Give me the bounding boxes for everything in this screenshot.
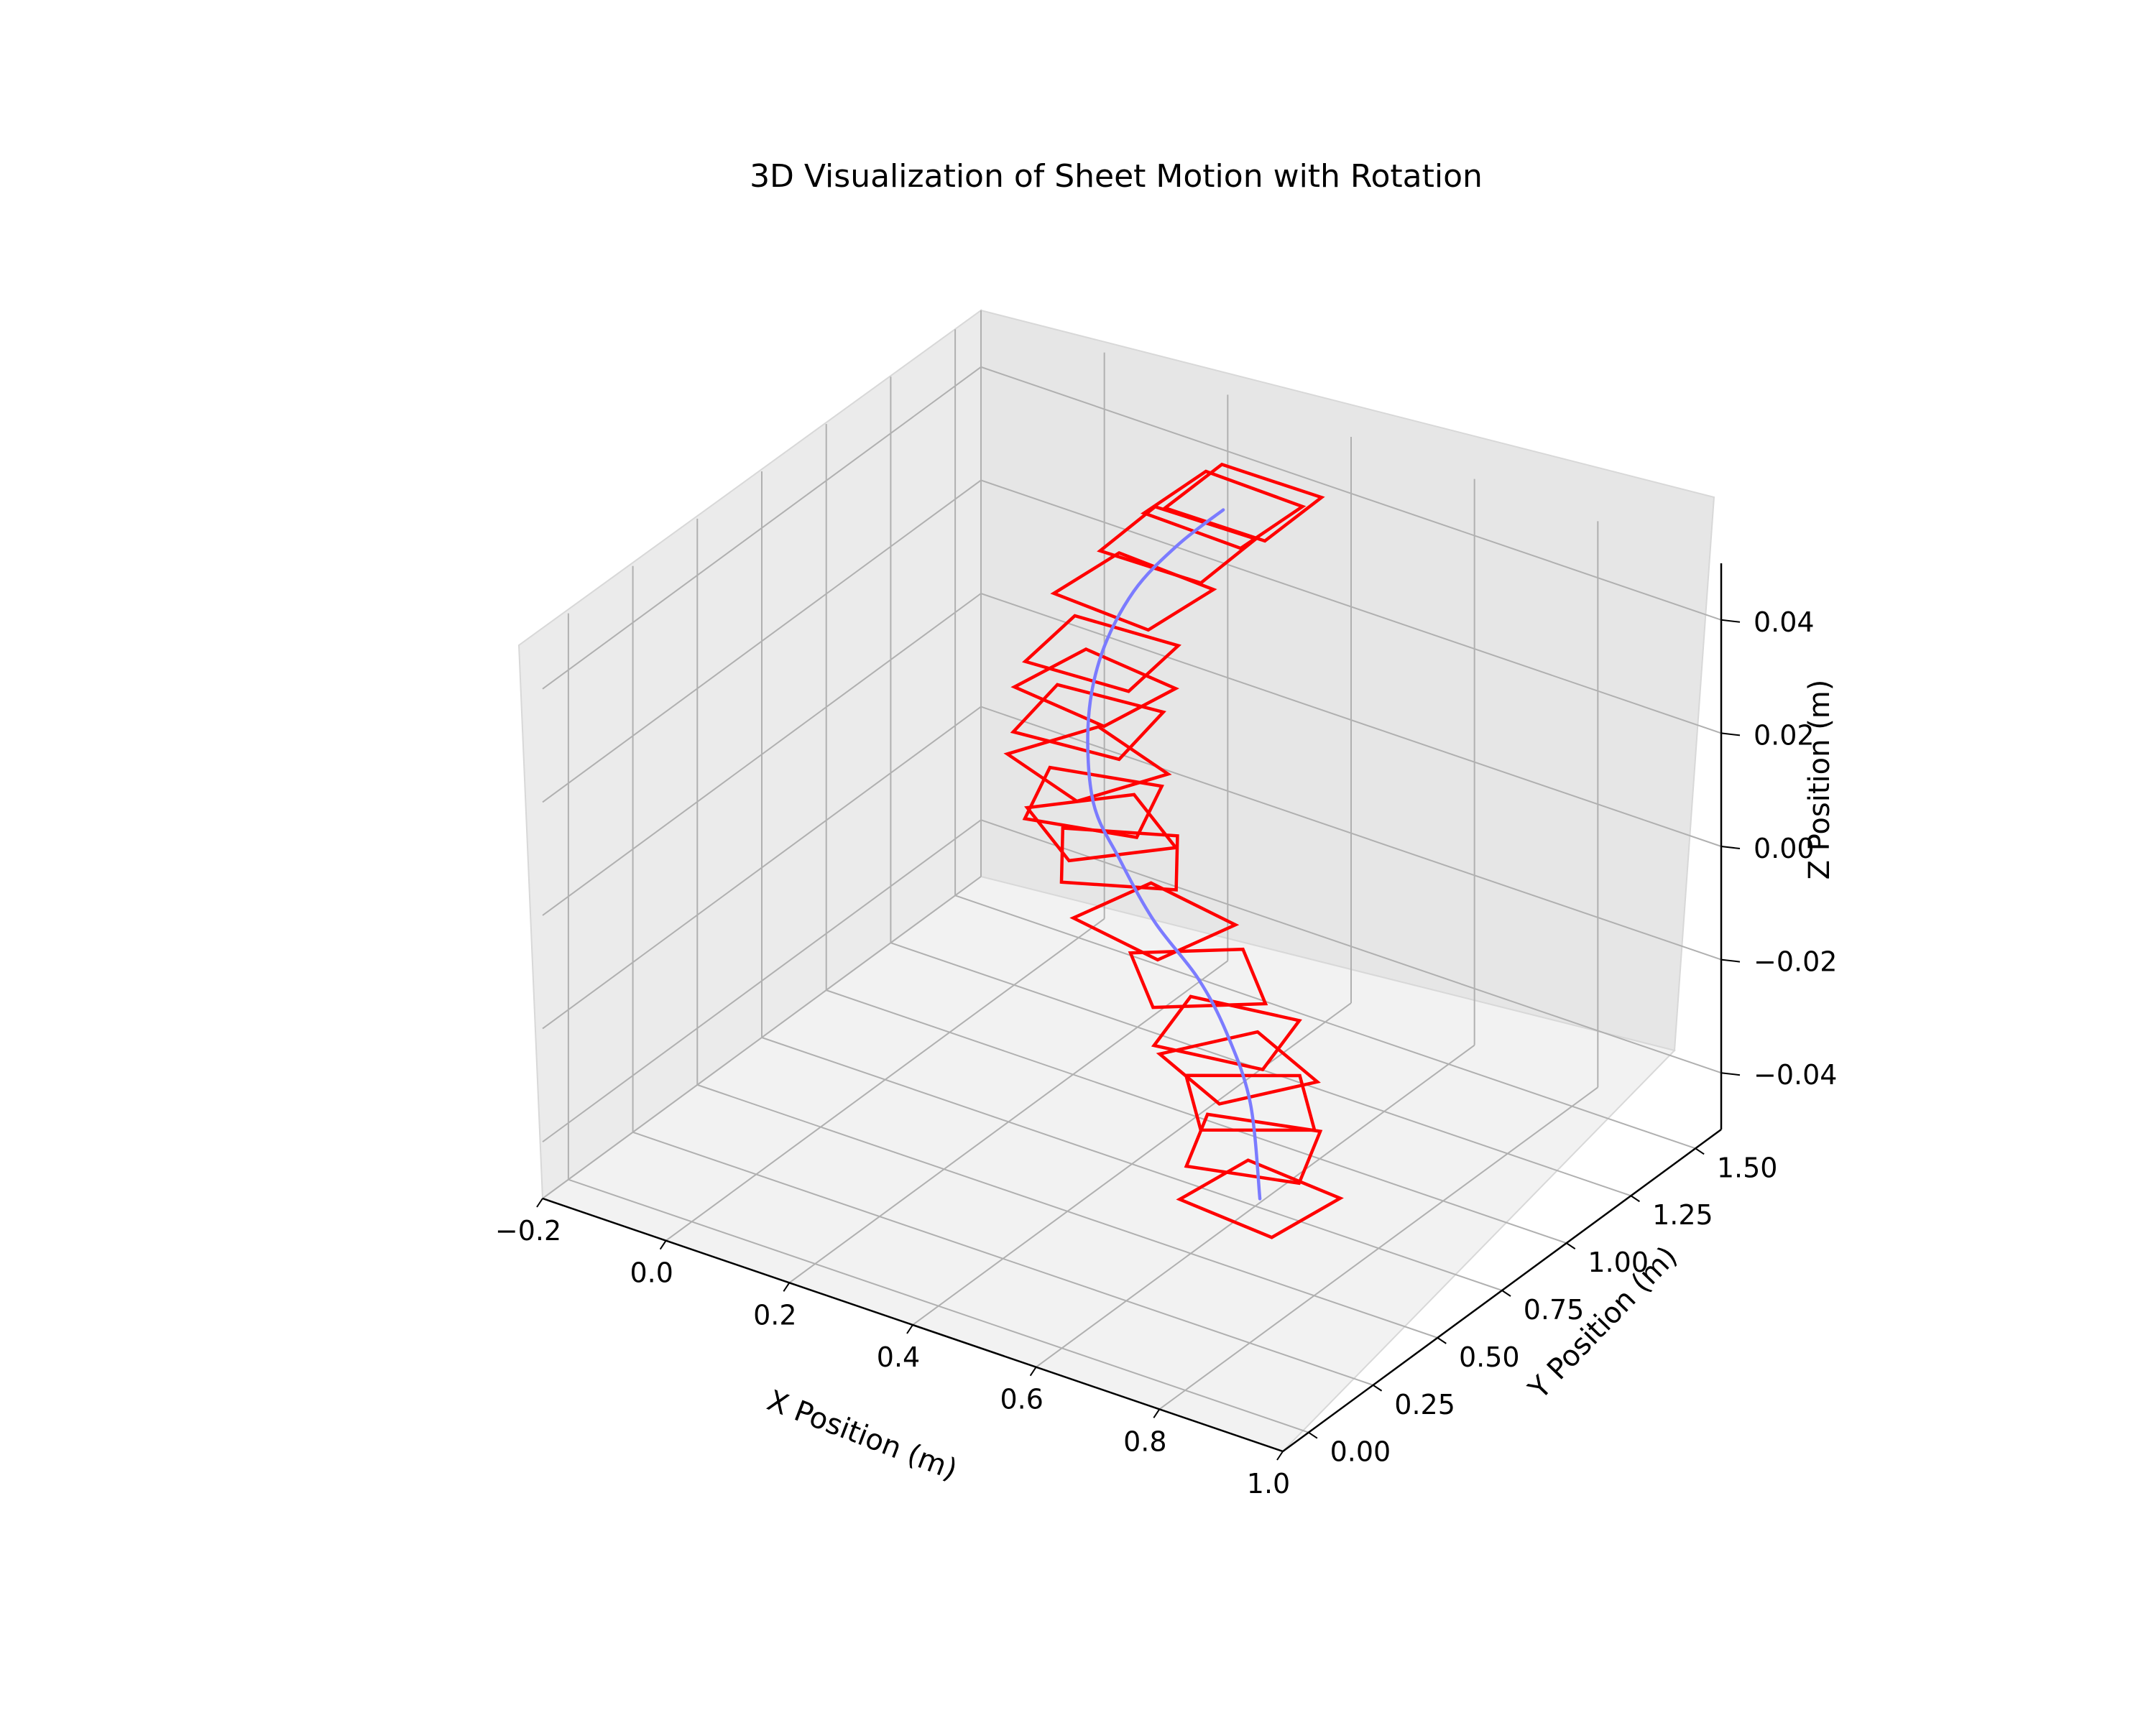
sheet-outlines [1003,462,1344,1239]
x-tick-mark [1276,1451,1284,1461]
z-axis-label: Z Position (m) [1803,680,1836,880]
grid-line-z [542,592,1722,916]
z-tick-label: −0.02 [1754,946,1837,978]
grid-line-y-floor [568,1178,1309,1433]
y-tick-label: 1.50 [1717,1152,1778,1183]
grid-line-z [542,706,1722,1030]
y-tick-label: 0.50 [1459,1341,1520,1373]
x-tick-mark [906,1324,913,1334]
grid-lines [542,310,1722,1452]
y-tick-label: 0.00 [1330,1436,1391,1468]
x-tick-label: 0.2 [753,1299,796,1331]
z-tick-label: −0.04 [1754,1059,1837,1091]
grid-line-y-floor [696,1084,1438,1339]
x-tick-label: 0.0 [630,1257,673,1289]
x-axis-label: X Position (m) [763,1384,962,1487]
x-tick-mark [783,1282,791,1292]
z-tick-label: 0.04 [1754,606,1815,638]
z-tick-mark [1720,958,1741,963]
sheet-outline [1156,1030,1321,1106]
sheet-outline [1003,725,1172,803]
y-tick-mark [1308,1431,1318,1439]
trajectory-layer [1086,508,1262,1201]
y-tick-label: 1.25 [1652,1199,1713,1231]
sheet-outline [1184,1112,1323,1186]
sheet-outline [1069,881,1240,962]
z-tick-mark [1720,1072,1741,1076]
grid-line-y-floor [761,1037,1503,1291]
y-tick-mark [1695,1147,1705,1155]
sheet-outline [1010,647,1179,729]
y-tick-mark [1373,1384,1383,1392]
grid-line-y-floor [954,895,1696,1150]
grid-line-z [542,366,1722,690]
x-tick-label: 0.6 [1000,1384,1043,1415]
y-tick-mark [1437,1337,1447,1344]
sheet-outline [1140,469,1307,550]
sheet-outline [1184,1073,1317,1132]
chart-title: 3D Visualization of Sheet Motion with Ro… [750,158,1483,195]
x-tick-label: 0.4 [877,1341,920,1373]
grid-line-z [542,479,1722,803]
x-tick-label: −0.2 [495,1215,561,1247]
y-tick-label: 0.25 [1394,1389,1455,1420]
sheet-outline [1022,765,1164,839]
x-tick-label: 1.0 [1247,1468,1290,1500]
sheet-outline [1128,947,1268,1009]
z-tick-label: 0.02 [1754,719,1815,751]
z-tick-mark [1720,846,1741,849]
sheet-outline [1059,826,1179,892]
y-tick-mark [1501,1290,1511,1297]
z-tick-mark [1720,732,1741,736]
grid-line-z [542,819,1722,1143]
y-tick-mark [1630,1195,1640,1203]
y-tick-mark [1566,1242,1576,1249]
sheet-outline [1151,994,1302,1072]
y-tick-label: 0.75 [1524,1294,1585,1326]
trajectory-line [1086,508,1262,1201]
axes-panes [517,309,1715,1453]
x-tick-mark [1153,1408,1161,1418]
tick-marks [536,619,1741,1461]
sheet-outline [1024,793,1179,863]
x-tick-mark [536,1198,543,1208]
sheet-outline [1161,462,1325,543]
x-tick-mark [1029,1367,1037,1377]
z-tick-mark [1720,619,1741,623]
y-tick-label: 1.00 [1588,1247,1649,1278]
x-tick-mark [659,1240,667,1250]
tick-labels: −0.20.00.20.40.60.81.00.000.250.500.751.… [495,606,1838,1500]
grid-line-y-floor [632,1131,1373,1386]
z-tick-label: 0.00 [1754,833,1815,864]
x-tick-label: 0.8 [1123,1426,1166,1457]
